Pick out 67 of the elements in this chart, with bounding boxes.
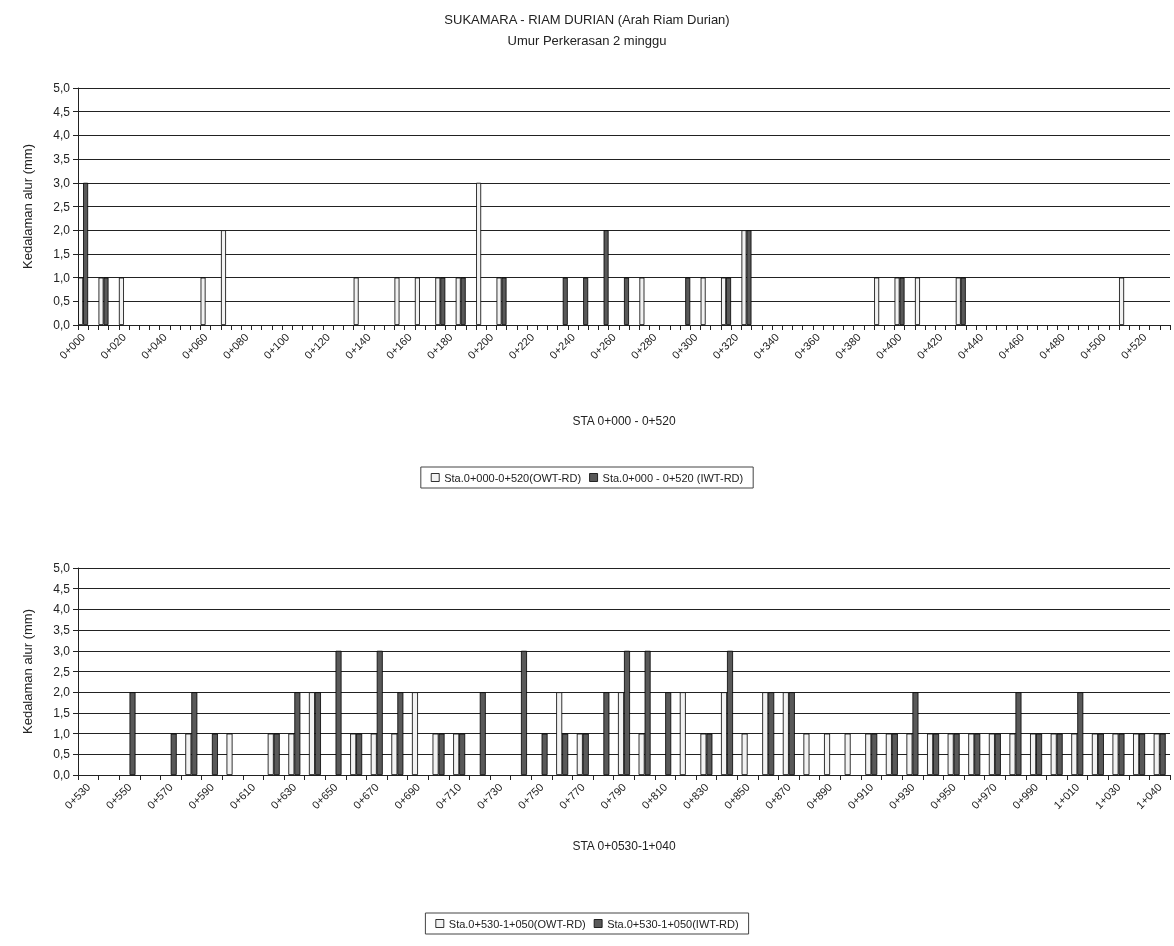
y-tick-label: 4,5 [53, 104, 71, 119]
bar [824, 733, 831, 775]
y-tick-label: 1,5 [53, 246, 71, 261]
bar [129, 692, 136, 775]
y-axis-title: Kedalaman alur (mm) [20, 609, 35, 734]
bar [583, 277, 589, 325]
bar [874, 277, 880, 325]
y-axis-title: Kedalaman alur (mm) [20, 144, 35, 269]
x-axis-title: STA 0+0530-1+040 [572, 839, 676, 853]
bar [170, 733, 177, 775]
legend-label: Sta.0+000-0+520(OWT-RD) [444, 471, 582, 484]
y-tick-label: 0,0 [53, 768, 71, 782]
bar [411, 692, 418, 775]
bar [211, 733, 218, 775]
bar [665, 692, 672, 775]
bar [541, 733, 548, 775]
chart-title: SUKAMARA - RIAM DURIAN (Arah Riam Durian) [444, 12, 730, 27]
y-tick-label: 0,0 [53, 318, 71, 332]
y-tick-label: 2,5 [53, 199, 71, 214]
bar [603, 230, 609, 325]
y-tick-label: 0,5 [53, 747, 71, 762]
bar [220, 230, 226, 325]
bar [1119, 277, 1125, 325]
y-tick-label: 3,5 [53, 152, 71, 167]
bar [914, 277, 920, 325]
bar [721, 277, 727, 325]
bar [118, 277, 124, 325]
bar [335, 650, 342, 775]
y-tick-label: 4,0 [53, 128, 71, 143]
y-tick-label: 2,0 [53, 223, 71, 238]
y-tick-label: 1,5 [53, 705, 71, 720]
bar [624, 277, 629, 325]
bar [639, 277, 645, 325]
chart-subtitle: Umur Perkerasan 2 minggu [507, 33, 667, 48]
bar [353, 277, 359, 325]
bar [226, 733, 233, 775]
bar [394, 277, 400, 325]
bar [844, 733, 851, 775]
y-tick-label: 3,0 [53, 175, 71, 190]
legend-label: Sta.0+530-1+050(IWT-RD) [607, 917, 739, 930]
bar [960, 277, 966, 325]
bar [603, 692, 610, 775]
y-tick-label: 0,5 [53, 294, 71, 309]
bar [679, 692, 686, 775]
bar [414, 277, 420, 325]
y-tick-label: 1,0 [53, 270, 71, 285]
y-tick-label: 5,0 [53, 561, 71, 575]
y-tick-label: 2,5 [53, 664, 71, 679]
bar [520, 650, 527, 775]
bar [479, 692, 486, 775]
bar [741, 733, 748, 775]
bar [562, 277, 568, 325]
bar [685, 277, 691, 325]
y-tick-label: 4,0 [53, 602, 71, 617]
y-tick-label: 5,0 [53, 81, 71, 95]
y-tick-label: 3,5 [53, 623, 71, 638]
legend-label: Sta.0+530-1+050(OWT-RD) [448, 917, 586, 930]
y-tick-label: 4,5 [53, 581, 71, 596]
bar [476, 182, 482, 325]
y-tick-label: 2,0 [53, 685, 71, 700]
bar [200, 277, 206, 325]
bar [700, 277, 706, 325]
y-tick-label: 3,0 [53, 643, 71, 658]
x-axis-title: STA 0+000 - 0+520 [572, 414, 676, 428]
legend-label: Sta.0+000 - 0+520 (IWT-RD) [602, 471, 744, 484]
y-tick-label: 1,0 [53, 726, 71, 741]
bar [803, 733, 810, 775]
